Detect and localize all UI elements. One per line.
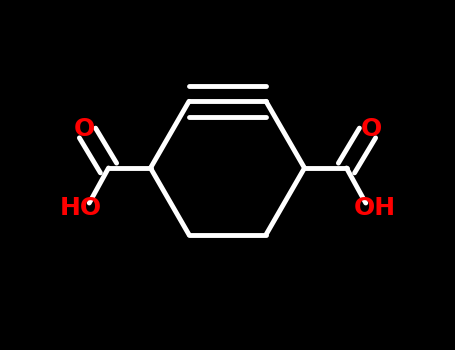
Text: O: O xyxy=(73,118,95,141)
Text: HO: HO xyxy=(60,196,101,220)
Text: O: O xyxy=(360,118,382,141)
Text: OH: OH xyxy=(354,196,395,220)
